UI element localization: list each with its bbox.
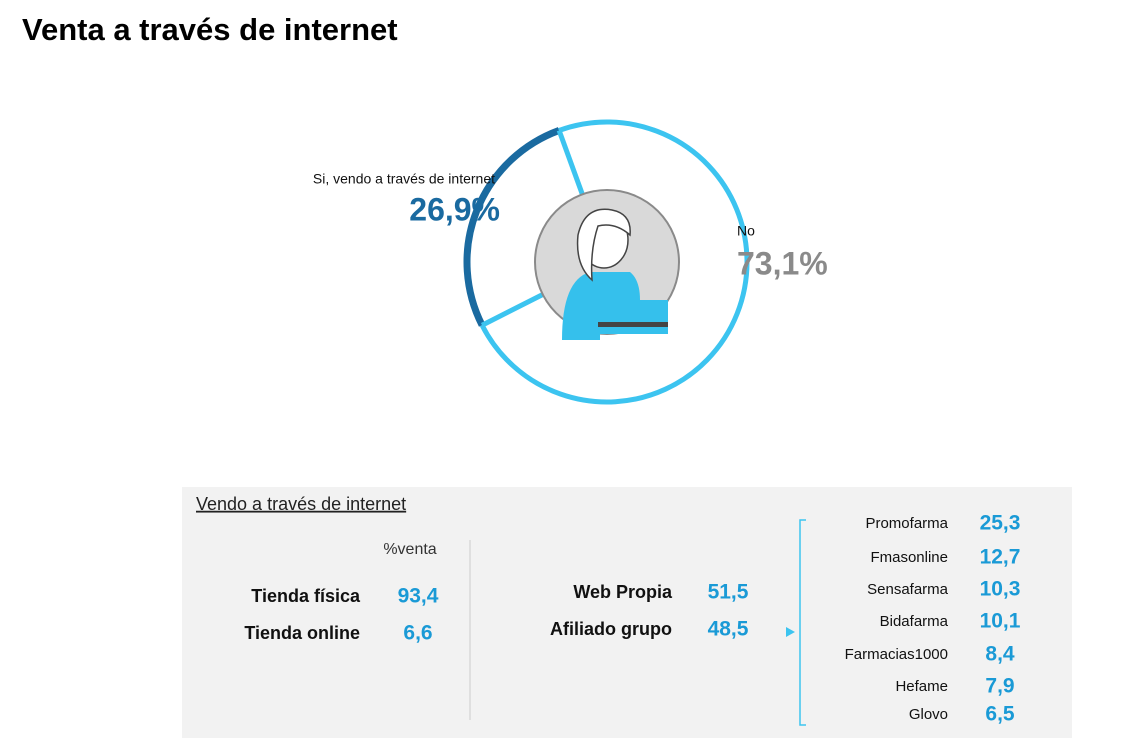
- chart-title: Venta a través de internet: [22, 12, 398, 47]
- row-label: Fmasonline: [870, 549, 948, 566]
- row-label: Promofarma: [865, 515, 948, 532]
- category-label: No: [737, 223, 755, 239]
- segment-divider: [556, 129, 585, 196]
- pie-segment: [463, 127, 561, 327]
- row-label: Tienda online: [244, 623, 360, 643]
- icon-laptop: [598, 322, 668, 327]
- segment-divider: [480, 292, 544, 328]
- column-header: %venta: [383, 541, 436, 558]
- row-label: Bidafarma: [880, 613, 949, 630]
- row-value: 12,7: [980, 546, 1021, 569]
- value-label: 73,1%: [737, 245, 828, 281]
- row-value: 7,9: [985, 675, 1014, 698]
- icon-hair: [576, 208, 631, 282]
- bracket: [799, 519, 806, 726]
- row-label: Glovo: [909, 706, 948, 723]
- row-value: 10,3: [980, 578, 1021, 601]
- category-label: Si, vendo a través de internet: [313, 171, 495, 187]
- row-value: 6,5: [985, 703, 1015, 726]
- person-icon: [534, 189, 680, 340]
- row-label: Web Propia: [573, 582, 673, 602]
- row-label: Afiliado grupo: [550, 619, 672, 639]
- row-label: Farmacias1000: [845, 646, 948, 663]
- arrow: [786, 627, 795, 637]
- breakdown-panel: [182, 487, 1072, 738]
- row-value: 93,4: [398, 585, 439, 608]
- row-label: Tienda física: [251, 586, 361, 606]
- row-value: 48,5: [708, 618, 749, 641]
- row-value: 10,1: [980, 610, 1021, 633]
- row-value: 25,3: [980, 512, 1021, 535]
- value-label: 26,9%: [409, 191, 500, 227]
- row-value: 51,5: [708, 581, 749, 604]
- row-value: 8,4: [985, 643, 1015, 666]
- row-label: Hefame: [895, 678, 948, 695]
- breakdown-title: Vendo a través de internet: [196, 494, 406, 514]
- row-label: Sensafarma: [867, 581, 949, 598]
- row-value: 6,6: [403, 622, 432, 645]
- pie-segment: [479, 119, 750, 405]
